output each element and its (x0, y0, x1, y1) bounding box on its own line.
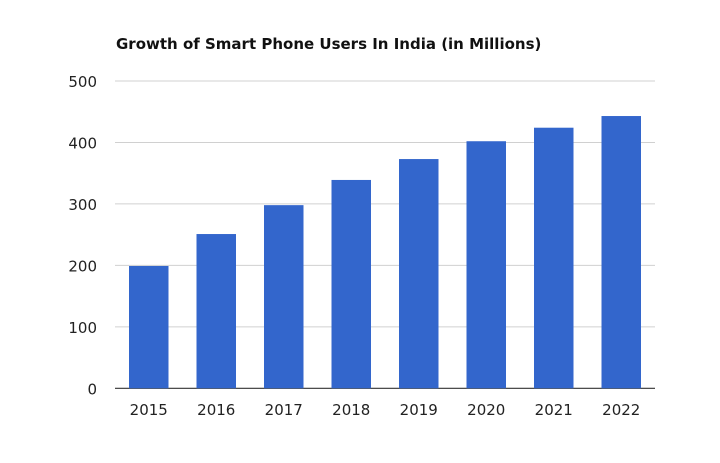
y-tick-label: 0 (87, 380, 97, 398)
x-tick-label: 2022 (602, 401, 640, 419)
y-tick-label: 100 (68, 319, 97, 337)
bar-2020 (466, 141, 506, 389)
x-tick-label: 2019 (400, 401, 438, 419)
x-tick-label: 2015 (130, 401, 168, 419)
y-tick-label: 400 (68, 134, 97, 152)
bar-2021 (534, 127, 574, 389)
bar-2019 (399, 159, 439, 389)
x-tick-label: 2021 (535, 401, 573, 419)
y-tick-label: 500 (68, 73, 97, 91)
bar-2016 (196, 234, 236, 389)
bar-2018 (331, 179, 371, 389)
bar-2022 (601, 116, 641, 389)
x-tick-label: 2016 (197, 401, 235, 419)
x-tick-label: 2020 (467, 401, 505, 419)
x-tick-label: 2017 (265, 401, 303, 419)
x-tick-label: 2018 (332, 401, 370, 419)
bar-2015 (129, 265, 169, 389)
y-tick-label: 300 (68, 196, 97, 214)
y-tick-label: 200 (68, 257, 97, 275)
chart-title: Growth of Smart Phone Users In India (in… (116, 35, 541, 53)
bar-2017 (264, 205, 304, 389)
